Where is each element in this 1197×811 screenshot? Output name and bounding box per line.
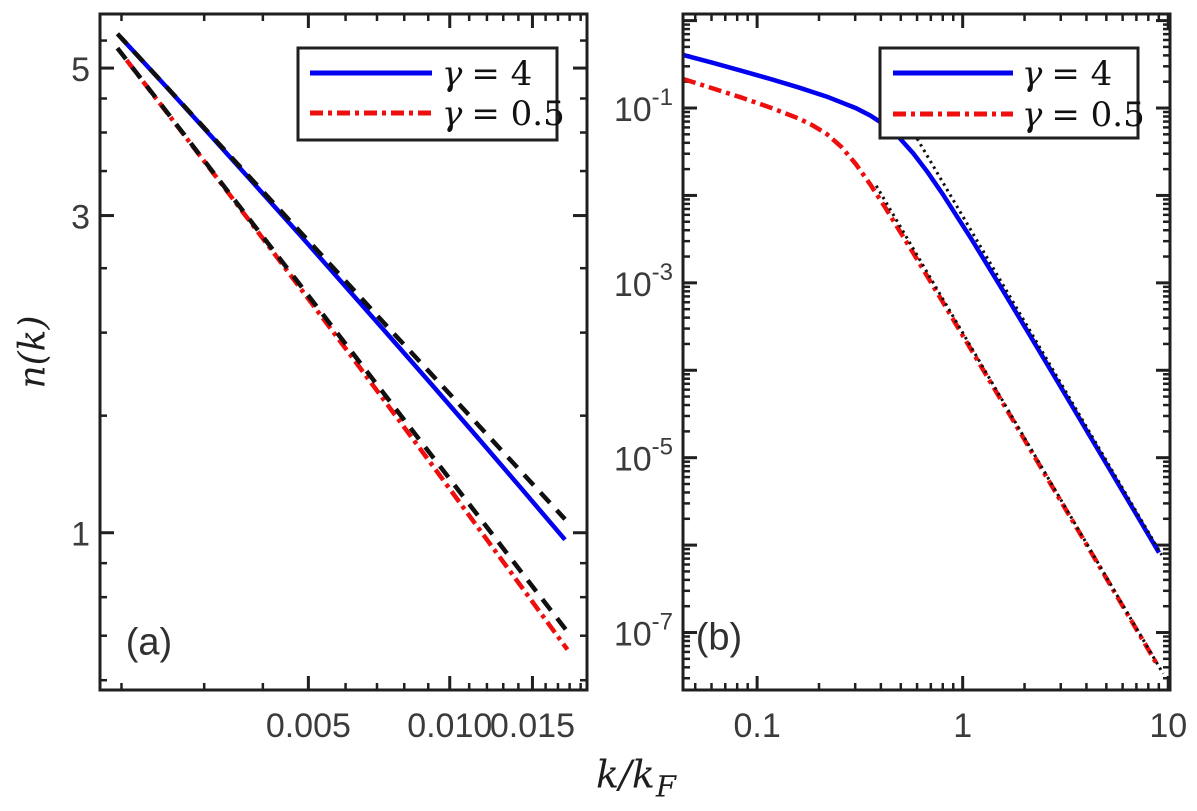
y-tick-label: 10-7	[614, 609, 673, 654]
y-tick-label: 10-3	[614, 259, 673, 304]
x-tick-label: 1	[953, 707, 972, 745]
legend-label: γ = 0.5	[1022, 95, 1145, 135]
panel-b-tag: (b)	[695, 616, 743, 659]
x-tick-label: 0.005	[266, 707, 351, 745]
panel-a-asymptote-gamma-4-curve	[115, 32, 567, 521]
legend-label: γ = 0.5	[442, 94, 565, 134]
x-axis-label-base: k/k	[596, 752, 655, 797]
x-tick-label: 0.015	[490, 707, 575, 745]
panel-a-legend-box	[296, 46, 559, 142]
panel-b-frame	[681, 12, 1172, 692]
panel-a-asymptote-gamma-0.5-curve	[115, 46, 570, 633]
panel-b-legend-box	[878, 46, 1140, 140]
panel-a-n-k-gamma-4-curve	[119, 36, 567, 542]
panel-b: 0.1 1 10 10-1 10-3 10-5 10-7 γ = 4γ = 0.5	[614, 12, 1187, 745]
x-tick-label: 0.1	[733, 707, 780, 745]
panel-b-n-k-gamma-0.5-curve	[682, 76, 1161, 668]
panel-a-frame	[98, 12, 589, 692]
panel-b-n-k-gamma-4-curve	[682, 52, 1161, 554]
y-tick-label: 10-1	[614, 84, 673, 129]
y-tick-label: 3	[71, 199, 90, 237]
panel-a-tag: (a)	[125, 621, 173, 664]
x-axis-label-subscript: F	[655, 769, 676, 804]
x-tick-label: 0.010	[407, 707, 492, 745]
panel-b-tan-contact-asymptote-gamma-4-curve	[915, 137, 1164, 556]
y-tick-label: 5	[71, 51, 90, 89]
legend-label: γ = 4	[1022, 54, 1112, 94]
y-axis-label: n(k)	[12, 315, 54, 389]
legend-label: γ = 4	[442, 54, 532, 94]
y-tick-label: 1	[71, 516, 90, 554]
y-tick-label: 10-5	[614, 434, 673, 479]
x-axis-label: k/kF	[596, 753, 676, 804]
panel-a-n-k-gamma-0.5-curve	[124, 58, 570, 651]
x-tick-label: 10	[1149, 707, 1187, 745]
